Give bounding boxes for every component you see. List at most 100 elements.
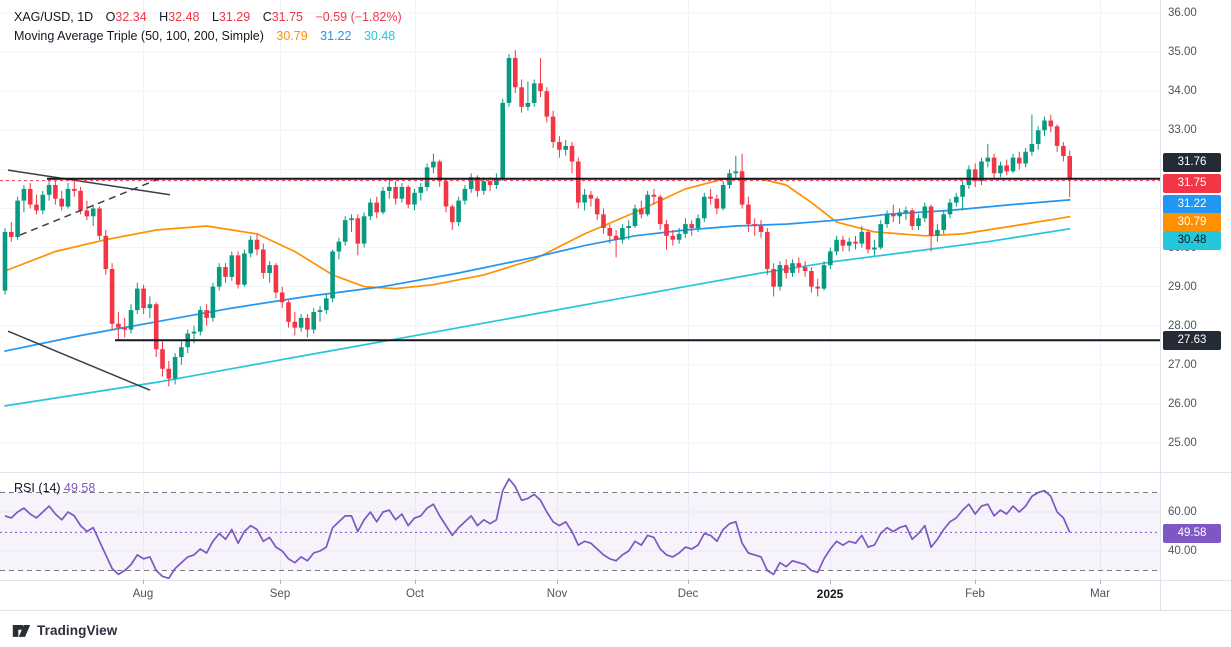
candle-body bbox=[689, 224, 694, 228]
candle-body bbox=[84, 210, 90, 217]
candle-body bbox=[72, 188, 77, 191]
candle-body bbox=[15, 200, 20, 237]
candle-body bbox=[664, 224, 669, 236]
candle-body bbox=[21, 188, 27, 201]
candle-body bbox=[248, 239, 253, 254]
candle-body bbox=[456, 200, 461, 223]
candle-body bbox=[941, 214, 946, 230]
candle-body bbox=[286, 302, 291, 322]
ma200-value: 30.48 bbox=[363, 29, 396, 43]
candle-body bbox=[828, 251, 833, 266]
candle-body bbox=[273, 265, 279, 293]
candle-body bbox=[878, 224, 883, 248]
candle-body bbox=[160, 349, 165, 369]
price-badge: 31.76 bbox=[1163, 152, 1221, 172]
close-label: C bbox=[262, 10, 272, 24]
candle-body bbox=[588, 194, 594, 199]
candle-body bbox=[450, 206, 455, 223]
time-axis-label: Feb bbox=[965, 588, 985, 600]
candle-body bbox=[40, 194, 46, 211]
candle-body bbox=[216, 267, 222, 287]
candle-body bbox=[809, 271, 814, 287]
candle-body bbox=[531, 83, 537, 103]
price-axis-label: 26.00 bbox=[1168, 398, 1197, 410]
candle-body bbox=[279, 292, 285, 303]
candle-body bbox=[752, 224, 757, 227]
high-value: 32.48 bbox=[168, 10, 200, 24]
candle-body bbox=[720, 185, 726, 209]
candle-body bbox=[506, 57, 512, 103]
time-axis-label: Mar bbox=[1090, 588, 1110, 600]
ma-line-200 bbox=[4, 227, 1071, 407]
rsi-line bbox=[4, 478, 1071, 580]
tradingview-logo-text: TradingView bbox=[37, 623, 118, 638]
candle-body bbox=[758, 226, 764, 232]
candles bbox=[2, 50, 1072, 387]
time-axis-label: Sep bbox=[269, 588, 291, 600]
candle-body bbox=[355, 218, 361, 244]
candle-body bbox=[594, 198, 600, 215]
candle-body bbox=[147, 304, 153, 309]
candle-body bbox=[1048, 120, 1054, 127]
candle-body bbox=[336, 241, 342, 252]
candle-body bbox=[191, 331, 197, 334]
candle-body bbox=[922, 206, 928, 219]
candle-body bbox=[891, 214, 896, 217]
time-axis-label: Aug bbox=[132, 588, 154, 600]
candle-body bbox=[966, 169, 972, 185]
candle-body bbox=[324, 298, 329, 311]
candle-body bbox=[576, 161, 581, 203]
candle-body bbox=[78, 190, 83, 211]
time-axis-label: Dec bbox=[677, 588, 699, 600]
candle-body bbox=[135, 288, 140, 311]
candle-body bbox=[103, 235, 109, 270]
trendline-drawing[interactable] bbox=[19, 176, 164, 236]
symbol-legend-row[interactable]: XAG/USD, 1D O32.34 H32.48 L31.29 C31.75 … bbox=[14, 8, 402, 27]
price-badge: 30.79 bbox=[1163, 212, 1221, 232]
candle-body bbox=[122, 327, 127, 330]
candle-body bbox=[424, 167, 430, 187]
candle-body bbox=[519, 87, 524, 107]
rsi-axis-label: 60.00 bbox=[1168, 506, 1197, 518]
trendline-drawing[interactable] bbox=[7, 330, 151, 391]
trendline-drawing[interactable] bbox=[7, 169, 171, 196]
candle-body bbox=[903, 210, 909, 213]
candle-body bbox=[393, 186, 398, 199]
candle-body bbox=[676, 233, 682, 240]
candle-body bbox=[607, 228, 613, 236]
close-value: 31.75 bbox=[271, 10, 303, 24]
low-value: 31.29 bbox=[218, 10, 251, 24]
candle-body bbox=[695, 218, 701, 228]
candle-body bbox=[380, 190, 386, 213]
candle-body bbox=[563, 145, 568, 150]
price-axis-label: 33.00 bbox=[1168, 124, 1197, 136]
candle-body bbox=[714, 198, 720, 209]
candle-body bbox=[481, 181, 487, 191]
candle-body bbox=[229, 255, 235, 277]
candle-body bbox=[298, 317, 304, 328]
price-badge: 30.48 bbox=[1163, 230, 1221, 250]
candle-body bbox=[468, 177, 474, 189]
price-badge: 31.75 bbox=[1163, 173, 1221, 193]
chart-legend[interactable]: XAG/USD, 1D O32.34 H32.48 L31.29 C31.75 … bbox=[14, 8, 402, 46]
candle-body bbox=[1035, 130, 1041, 144]
ma-indicator-legend-row[interactable]: Moving Average Triple (50, 100, 200, Sim… bbox=[14, 27, 402, 46]
tradingview-logo[interactable]: TradingView bbox=[12, 621, 117, 640]
low-label: L bbox=[211, 10, 219, 24]
price-axis-label: 29.00 bbox=[1168, 281, 1197, 293]
candle-body bbox=[500, 102, 505, 180]
candle-body bbox=[909, 210, 915, 227]
candle-body bbox=[771, 269, 776, 287]
candle-body bbox=[34, 204, 39, 211]
candle-body bbox=[292, 321, 298, 328]
rsi-indicator-params: (14) bbox=[38, 481, 61, 495]
candle-body bbox=[569, 145, 575, 162]
candle-body bbox=[374, 202, 379, 213]
candle-body bbox=[342, 220, 348, 242]
candle-body bbox=[979, 161, 984, 182]
rsi-indicator-legend-row[interactable]: RSI (14) 49.58 bbox=[14, 481, 95, 495]
price-axis-label: 28.00 bbox=[1168, 320, 1197, 332]
candle-body bbox=[2, 231, 8, 291]
price-badge: 31.22 bbox=[1163, 194, 1221, 214]
